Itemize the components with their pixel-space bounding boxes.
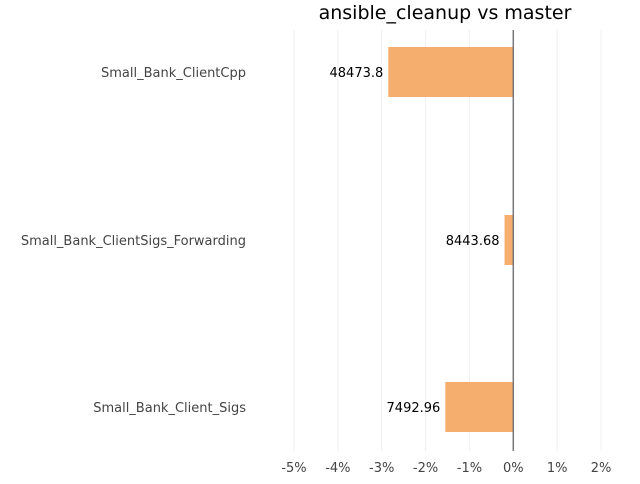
bar [504,215,514,265]
data-label: 8443.68 [446,234,500,249]
x-tick-label: -1% [457,461,482,476]
category-label: Small_Bank_ClientCpp [101,66,246,81]
bars [388,47,514,432]
x-tick-label: -2% [413,461,438,476]
gridlines [293,30,602,451]
bar [445,382,514,432]
x-tick-label: -5% [281,461,306,476]
labels: -5% -4% -3% -2% -1% 0% 1% 2% 48473.8 Small_Bank_C… [21,66,611,476]
x-tick-label: 2% [591,461,612,476]
category-label: Small_Bank_ClientSigs_Forwarding [21,234,246,249]
data-label: 48473.8 [330,66,384,81]
chart-title: ansible_cleanup vs master [319,2,572,24]
x-tick-label: 0% [503,461,524,476]
x-tick-label: 1% [547,461,568,476]
data-label: 7492.96 [387,401,441,416]
category-label: Small_Bank_Client_Sigs [93,401,246,416]
x-tick-label: -3% [369,461,394,476]
x-tick-label: -4% [325,461,350,476]
bar [388,47,514,97]
